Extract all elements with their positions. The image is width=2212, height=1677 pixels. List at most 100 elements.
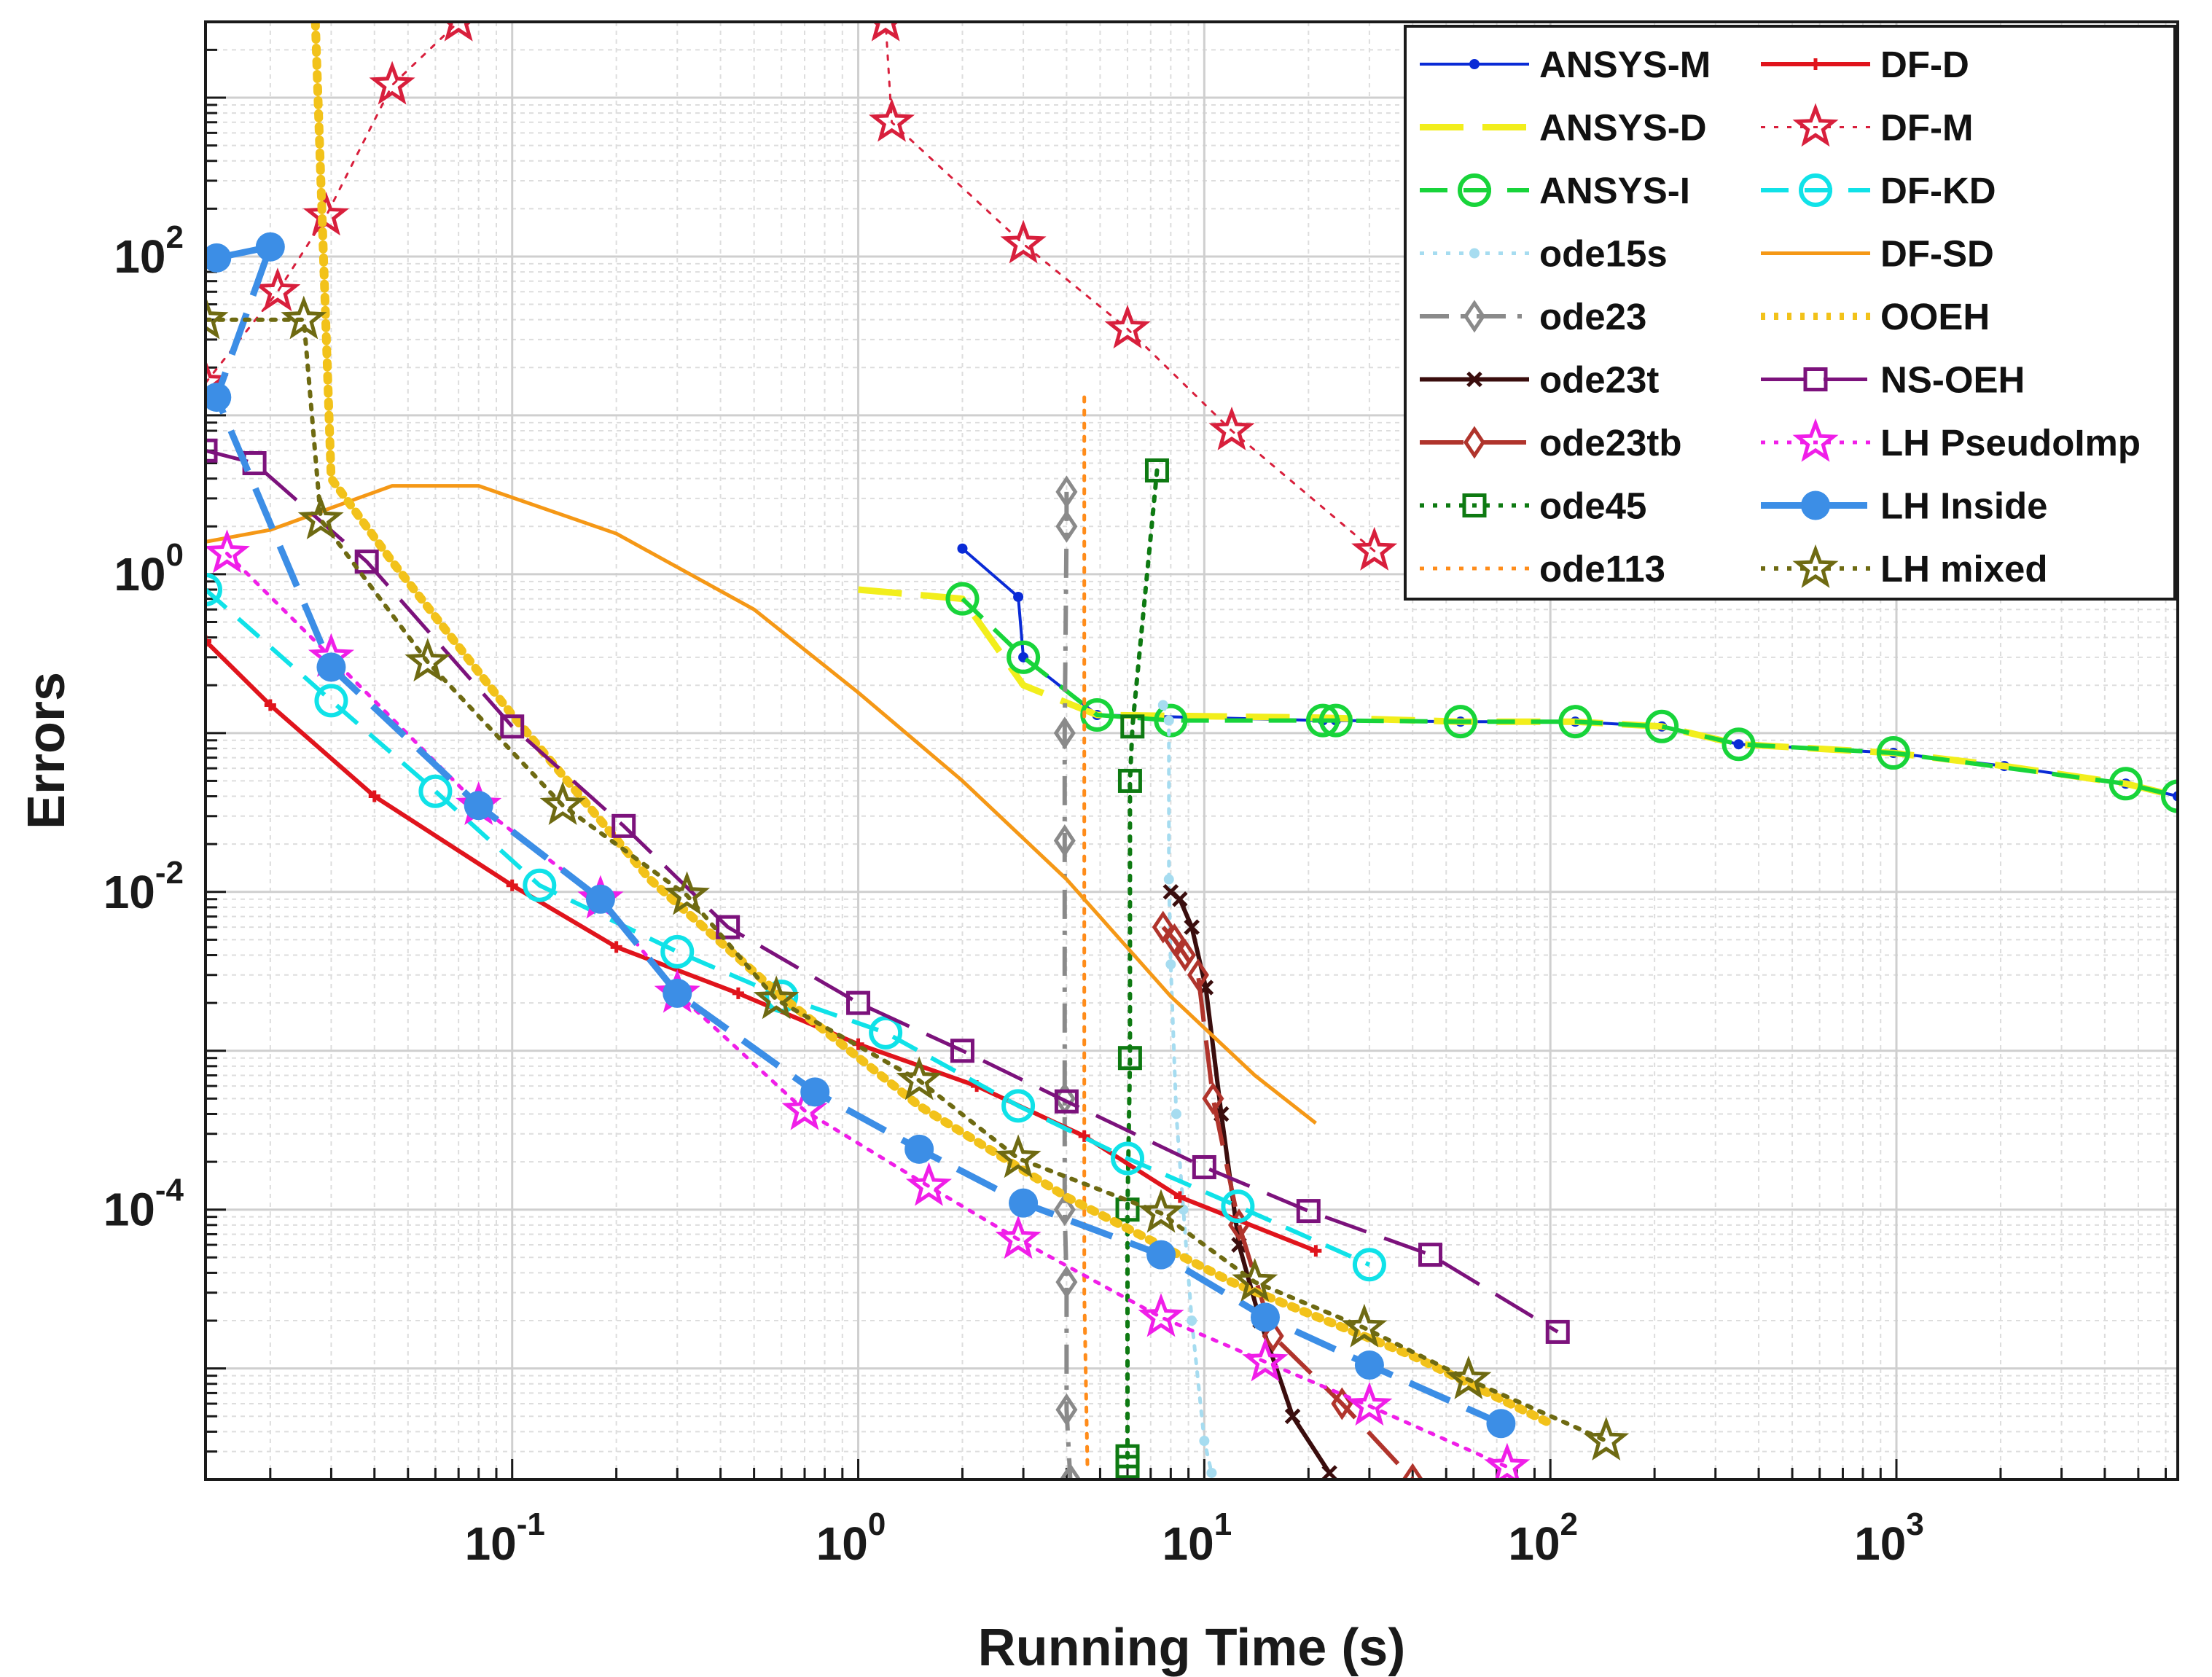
minor-grid <box>206 21 2178 1480</box>
data-point <box>663 871 711 915</box>
series-line <box>961 597 2178 799</box>
legend-label: DF-KD <box>1880 170 1996 211</box>
y-tick-label: 102 <box>114 219 184 283</box>
legend-label: DF-M <box>1880 107 1973 149</box>
data-point <box>1055 1265 1078 1299</box>
data-point <box>1157 700 1168 711</box>
data-point <box>206 529 250 574</box>
data-point <box>1792 544 1839 588</box>
data-point <box>1445 1355 1492 1399</box>
data-point <box>995 1134 1041 1178</box>
data-point <box>1305 703 1340 738</box>
legend-label: OOEH <box>1880 296 1990 337</box>
series-df-d <box>206 635 1322 1257</box>
legend-label: ode45 <box>1539 485 1646 527</box>
data-point <box>1199 1436 1210 1447</box>
data-point <box>1250 1302 1280 1332</box>
data-point <box>1792 418 1839 462</box>
data-point <box>1187 958 1209 992</box>
data-point <box>1163 874 1174 885</box>
data-point <box>1232 1258 1278 1302</box>
data-point <box>905 1162 953 1206</box>
data-point <box>585 884 615 914</box>
data-point <box>611 813 636 838</box>
data-point <box>1458 173 1491 207</box>
data-point <box>1117 1046 1142 1071</box>
data-point <box>500 714 525 739</box>
data-point <box>1484 1442 1531 1479</box>
data-point <box>1443 705 1477 739</box>
data-point <box>1803 367 1828 391</box>
data-point <box>1346 1382 1393 1426</box>
data-point <box>1284 1408 1301 1425</box>
series-line <box>310 22 1555 1428</box>
data-point <box>1321 1465 1337 1479</box>
data-point <box>1001 1089 1036 1123</box>
data-point <box>1733 739 1744 750</box>
data-point <box>206 635 211 647</box>
x-axis-label: Running Time (s) <box>978 1619 1406 1677</box>
data-point <box>1078 1130 1090 1142</box>
series-ansys-i <box>945 582 2178 813</box>
data-point <box>539 781 586 825</box>
legend-label: LH mixed <box>1880 548 2048 590</box>
data-point <box>1184 919 1200 935</box>
plot-frame <box>204 20 2179 1481</box>
legend-label: ode23 <box>1539 296 1646 337</box>
data-point <box>254 267 301 312</box>
data-point <box>1053 824 1076 858</box>
series-line <box>206 317 1609 1443</box>
data-point <box>660 934 695 969</box>
data-point <box>1545 1319 1570 1344</box>
legend-item: ANSYS-D <box>1420 107 1707 149</box>
data-point <box>1059 1463 1082 1479</box>
data-point <box>1173 939 1197 972</box>
series-layer <box>206 22 2178 1479</box>
legend-item: ode45 <box>1420 485 1646 527</box>
data-point <box>1144 458 1169 482</box>
data-point <box>368 790 380 802</box>
y-tick-label: 10-2 <box>103 855 184 918</box>
data-point <box>1418 1243 1443 1267</box>
legend-item: NS-OEH <box>1761 359 2025 401</box>
data-point <box>316 652 346 682</box>
data-point <box>1154 703 1188 738</box>
data-point <box>868 98 915 142</box>
data-point <box>995 1215 1041 1259</box>
series-ooeh <box>310 22 1555 1428</box>
legend-label: ode23t <box>1539 359 1659 401</box>
data-point <box>523 868 557 902</box>
data-point <box>1163 715 1174 726</box>
series-df-m <box>206 22 1398 571</box>
data-point <box>1000 219 1047 264</box>
data-point <box>1558 705 1592 739</box>
data-point <box>1810 58 1821 70</box>
data-point <box>896 1056 942 1101</box>
legend-item: ode113 <box>1420 548 1665 590</box>
legend-label: DF-D <box>1880 44 1969 85</box>
data-point <box>1138 1189 1184 1233</box>
data-point <box>1120 714 1145 739</box>
data-point <box>950 1039 974 1063</box>
x-tick-label: 100 <box>816 1506 886 1570</box>
series-df-sd <box>206 484 1317 1125</box>
data-point <box>800 1077 830 1107</box>
data-point <box>506 879 518 891</box>
data-point <box>1341 1303 1388 1348</box>
data-point <box>1117 768 1142 793</box>
data-point <box>1138 1293 1184 1337</box>
legend-label: ANSYS-D <box>1539 107 1707 149</box>
data-point <box>1583 1416 1630 1461</box>
data-point <box>206 243 232 273</box>
data-point <box>871 22 900 42</box>
legend-item: OOEH <box>1761 296 1990 337</box>
series-ode45 <box>1115 458 1169 1479</box>
data-point <box>1146 1240 1176 1270</box>
y-tick-labels: 10-4 10-2 100 102 <box>103 219 184 1236</box>
data-point <box>1463 426 1486 459</box>
legend-item: ode23t <box>1420 359 1659 401</box>
data-point <box>1163 923 1186 956</box>
legend-item: LH PseudoImp <box>1761 418 2141 464</box>
data-point <box>1792 103 1839 147</box>
legend-label: LH PseudoImp <box>1880 422 2141 464</box>
